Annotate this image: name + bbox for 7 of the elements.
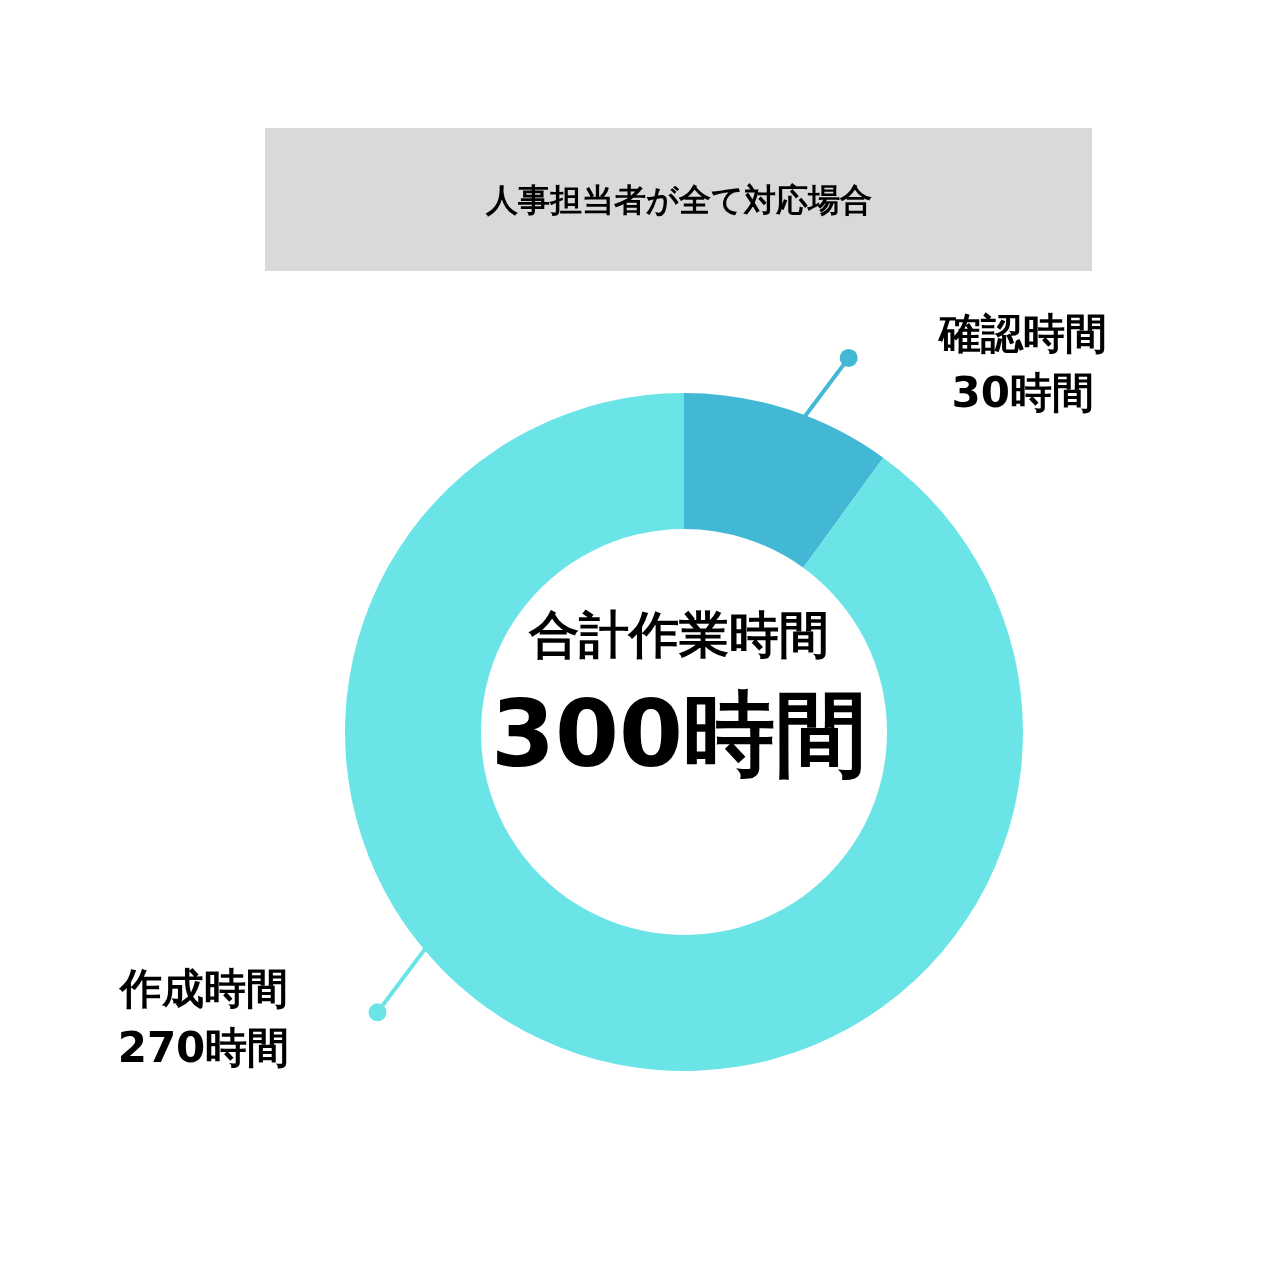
slice-label: 作成時間 (117, 963, 288, 1013)
text: 300時間 (490, 680, 868, 788)
legend-label: 確認時間 (936, 309, 1107, 359)
chart-title: 人事担当者が全て対応場合 (485, 180, 872, 219)
text: 合計作業時間 (529, 606, 829, 664)
data-label: 270時間 (117, 1022, 290, 1072)
data-label: 30時間 (951, 368, 1094, 418)
